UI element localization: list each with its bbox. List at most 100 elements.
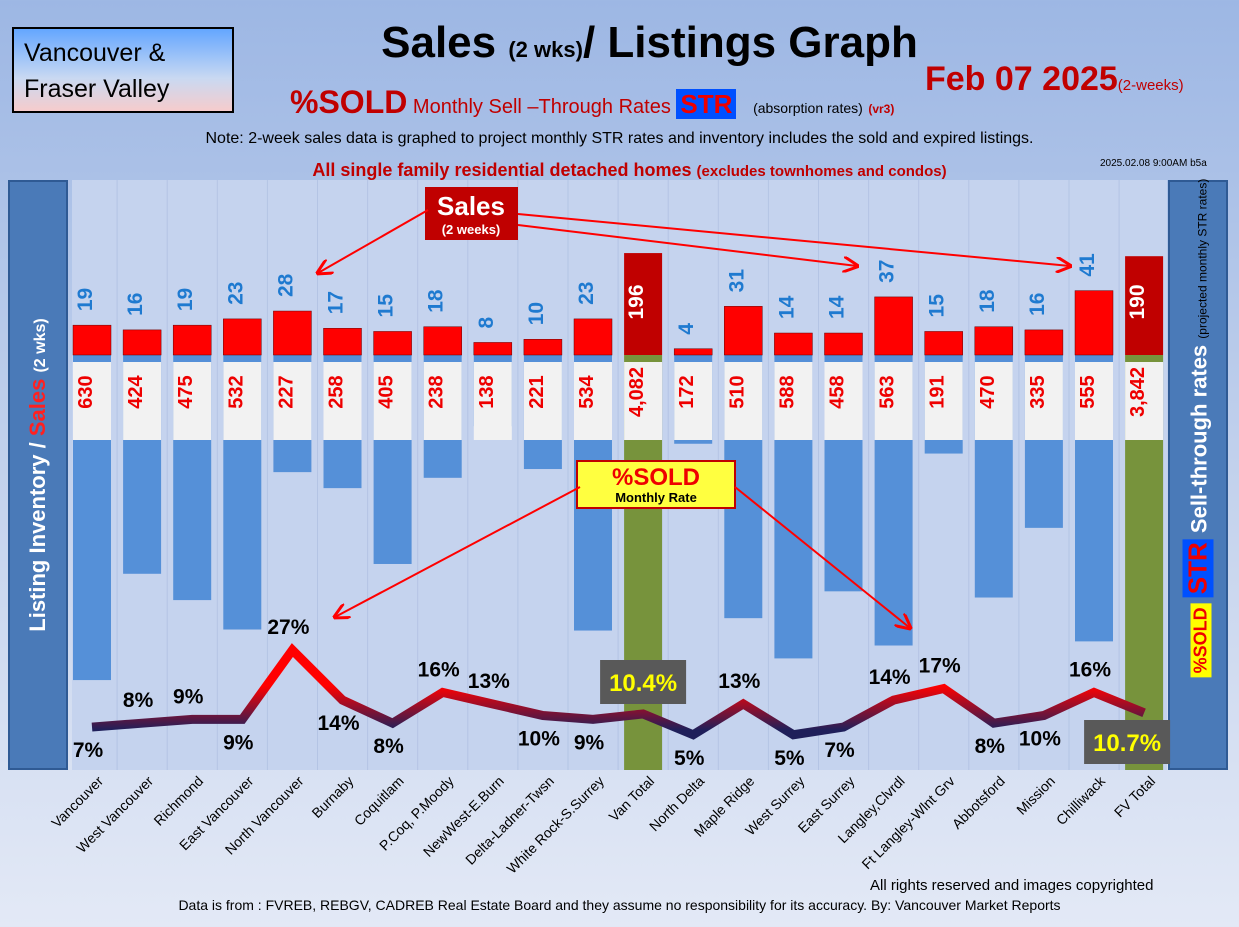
inventory-value-label: 534 — [576, 374, 598, 408]
scope-text: All single family residential detached h… — [312, 160, 692, 180]
sales-value-label: 15 — [375, 294, 398, 318]
inventory-label-box — [974, 362, 1013, 440]
x-tick-label: Ft Langley-Wlnt Grv — [858, 773, 957, 872]
callout-arrow — [734, 486, 910, 628]
sales-value-label: 28 — [274, 273, 297, 297]
inventory-label-box — [223, 362, 262, 440]
rate-label: 17% — [919, 655, 961, 678]
inventory-value-label: 510 — [726, 375, 748, 408]
total-rate-box — [1084, 720, 1171, 764]
sales-bar — [974, 326, 1014, 356]
rate-label: 16% — [418, 658, 460, 681]
sales-bar — [423, 326, 462, 356]
callout-arrow — [318, 209, 429, 273]
sales-bar — [373, 331, 412, 356]
sales-value-label: 14 — [826, 295, 849, 319]
rate-label: 10% — [518, 728, 560, 751]
sales-bar — [72, 324, 112, 356]
inventory-label-box — [1125, 362, 1164, 440]
page-title: Sales (2 wks)/ Listings Graph — [30, 18, 1239, 68]
sales-value-label: 190 — [1126, 284, 1149, 319]
x-tick-label: Delta-Ladner-Twsn — [462, 773, 557, 868]
x-tick-label: Abbotsford — [949, 773, 1008, 832]
x-tick-label: Van Total — [606, 773, 658, 825]
inventory-value-label: 630 — [75, 375, 97, 408]
total-sales-bar — [624, 253, 663, 355]
sales-bar — [673, 348, 713, 356]
inventory-value-label: 335 — [1027, 375, 1049, 408]
x-tick-label: FV Total — [1111, 773, 1158, 820]
sold-callout-label: %SOLD — [612, 464, 700, 491]
inventory-value-label: 475 — [175, 375, 197, 408]
sales-callout-sub: (2 weeks) — [442, 222, 501, 237]
inventory-label-box — [674, 362, 713, 440]
inventory-value-label: 191 — [927, 375, 949, 408]
rate-label: 5% — [774, 747, 805, 770]
inventory-label-box — [574, 362, 612, 440]
inventory-value-label: 221 — [526, 375, 548, 408]
sales-value-label: 8 — [475, 316, 498, 328]
inventory-value-label: 3,842 — [1127, 367, 1149, 417]
str-subtitle: Monthly Sell –Through Rates — [412, 96, 671, 118]
report-date: Feb 07 2025(2-weeks) — [925, 60, 1184, 99]
inventory-value-label: 227 — [275, 375, 297, 408]
total-sales-bar — [1125, 256, 1164, 355]
total-rate-label: 10.7% — [1093, 730, 1161, 757]
inventory-label-box — [824, 362, 863, 440]
inventory-label-box — [473, 362, 512, 440]
sales-callout: Sales (2 weeks) — [318, 187, 1070, 273]
inventory-value-label: 138 — [476, 375, 498, 408]
region-label: Vancouver & Fraser Valley — [12, 27, 234, 113]
inventory-label-box — [774, 362, 813, 440]
inventory-value-label: 555 — [1077, 375, 1099, 408]
inventory-label-box — [1075, 362, 1113, 440]
sales-bar — [573, 318, 613, 356]
inventory-label-box — [924, 362, 963, 440]
sales-value-label: 10 — [525, 302, 548, 325]
inventory-value-label: 424 — [125, 374, 147, 408]
sales-value-label: 31 — [725, 269, 748, 293]
sales-bar — [874, 296, 913, 356]
str-badge: STR — [676, 89, 737, 119]
sales-bar — [824, 332, 863, 356]
title-main: Sales — [381, 18, 497, 67]
sales-bar — [924, 331, 963, 356]
sales-value-label: 16 — [124, 293, 147, 316]
sales-bar — [172, 324, 212, 356]
subtitle: %SOLD Monthly Sell –Through Rates STR (a… — [290, 84, 894, 121]
inventory-label-box — [423, 362, 462, 440]
rate-label: 27% — [267, 616, 309, 639]
inventory-label-box — [273, 362, 312, 440]
sales-value-label: 41 — [1076, 253, 1099, 277]
rate-label: 9% — [223, 731, 254, 754]
inventory-value-label: 458 — [827, 375, 849, 408]
note: Note: 2-week sales data is graphed to pr… — [205, 130, 1034, 147]
date-note: (2-weeks) — [1117, 77, 1184, 94]
sales-bar — [223, 318, 262, 356]
x-tick-label: Chilliwack — [1053, 772, 1109, 828]
sales-value-label: 19 — [74, 288, 97, 311]
rate-label: 16% — [1069, 658, 1111, 681]
sales-bar — [122, 329, 162, 356]
sales-value-label: 14 — [775, 295, 798, 319]
rate-label: 13% — [468, 670, 510, 693]
rate-label: 9% — [574, 731, 605, 754]
inventory-value-label: 563 — [877, 375, 899, 408]
inventory-value-label: 4,082 — [626, 367, 648, 417]
total-rate-box — [600, 660, 687, 704]
inventory-value-label: 238 — [426, 375, 448, 408]
callout-arrow — [517, 224, 857, 266]
x-tick-label: White Rock-S.Surrey — [503, 773, 607, 877]
sales-value-label: 23 — [224, 282, 247, 305]
sales-value-label: 37 — [876, 260, 899, 283]
copyright: All rights reserved and images copyright… — [870, 877, 1154, 894]
sales-value-label: 17 — [325, 291, 348, 314]
sold-rate-line — [91, 643, 1146, 740]
sales-value-label: 18 — [976, 289, 999, 313]
sales-bar — [1024, 329, 1064, 356]
inventory-label-box — [724, 362, 763, 440]
scope-note: (excludes townhomes and condos) — [696, 163, 947, 180]
sales-bar — [1074, 290, 1114, 356]
inventory-value-label: 470 — [977, 375, 999, 408]
